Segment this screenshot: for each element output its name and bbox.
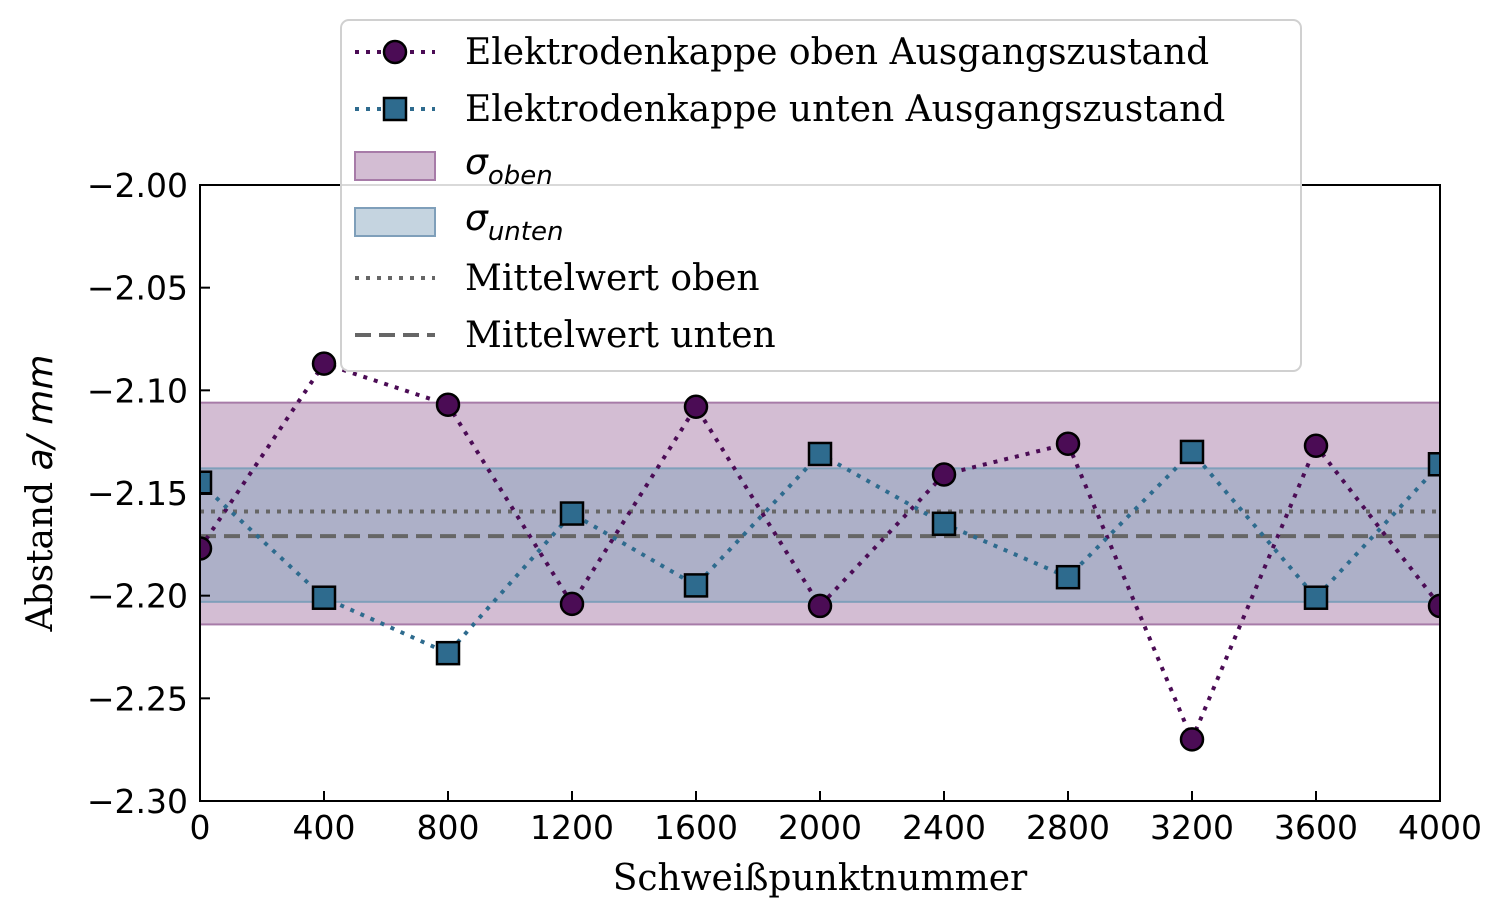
y-tick-label: −2.00 — [87, 166, 188, 205]
sigma-band-oben — [200, 401, 1440, 626]
data-point-oben — [807, 593, 833, 619]
x-tick-label: 3200 — [1150, 808, 1234, 847]
legend-label-base: σ — [465, 142, 489, 183]
y-tick-label: −2.30 — [87, 782, 188, 821]
legend-box — [340, 19, 1302, 372]
legend-label: σoben — [465, 142, 553, 191]
x-tick-label: 800 — [417, 808, 480, 847]
series-line-0 — [200, 361, 1440, 745]
x-tick-label: 400 — [293, 808, 356, 847]
y-tick-label: −2.25 — [87, 679, 188, 718]
legend-label: Elektrodenkappe oben Ausgangszustand — [465, 32, 1209, 73]
data-point-unten — [931, 511, 957, 537]
x-axis: 0 400 800 1200 1600 2000 2400 2800 3200 3600 4000 — [190, 791, 1482, 847]
data-point-unten — [200, 470, 213, 495]
x-tick-label: 4000 — [1398, 808, 1482, 847]
data-point-unten — [1303, 585, 1329, 610]
y-tick-label: −2.15 — [87, 474, 188, 513]
data-point-oben — [311, 351, 337, 376]
data-point-oben — [559, 591, 585, 617]
y-axis: −2.30 −2.25 −2.20 −2.15 −2.10 −2.05 −2.00 — [87, 166, 210, 821]
y-tick-label: −2.10 — [87, 371, 188, 410]
legend-label-sub: oben — [488, 161, 553, 191]
sigma-band-unten — [200, 467, 1440, 603]
legend-label: σunten — [465, 198, 563, 247]
plot-content — [200, 351, 1440, 752]
legend-marker-oben — [382, 39, 408, 65]
legend-label: Mittelwert oben — [465, 258, 760, 299]
data-point-oben — [1055, 431, 1081, 456]
x-tick-label: 1200 — [530, 808, 614, 847]
data-point-unten — [435, 640, 461, 666]
x-axis-title: Schweißpunktnummer — [613, 858, 1028, 899]
data-point-unten — [1055, 564, 1081, 590]
data-point-unten — [311, 585, 337, 610]
data-point-unten — [1179, 439, 1205, 465]
data-point-unten — [559, 501, 585, 526]
y-tick-label: −2.20 — [87, 577, 188, 616]
x-tick-label: 2400 — [902, 808, 986, 847]
x-tick-label: 2800 — [1026, 808, 1110, 847]
legend-label-sub: unten — [488, 217, 564, 247]
legend-band-swatch — [354, 207, 436, 237]
data-point-oben — [1427, 593, 1440, 619]
data-point-oben — [683, 394, 709, 420]
legend: Elektrodenkappe oben Ausgangszustand Elek… — [340, 19, 1302, 372]
data-point-oben — [1179, 727, 1205, 752]
plot-area — [199, 184, 1441, 802]
legend-label: Elektrodenkappe unten Ausgangszustand — [465, 89, 1225, 130]
legend-marker-unten — [382, 96, 408, 122]
legend-label: Mittelwert unten — [465, 315, 776, 356]
data-point-oben — [1303, 433, 1329, 459]
data-point-unten — [1427, 452, 1440, 477]
x-tick-label: 1600 — [654, 808, 738, 847]
legend-label-base: σ — [465, 198, 489, 239]
data-point-oben — [931, 462, 957, 487]
y-axis-title: Abstand a/ mm — [20, 355, 61, 633]
data-point-oben — [435, 392, 461, 417]
data-point-unten — [683, 573, 709, 598]
y-tick-label: −2.05 — [87, 269, 188, 308]
y-axis-title-math: a/ mm — [20, 355, 61, 471]
data-point-oben — [200, 536, 213, 561]
x-tick-label: 2000 — [778, 808, 862, 847]
y-axis-title-text: Abstand — [20, 470, 61, 632]
data-point-unten — [807, 441, 833, 467]
x-tick-label: 3600 — [1274, 808, 1358, 847]
x-tick-label: 0 — [190, 808, 211, 847]
legend-band-swatch — [354, 151, 436, 181]
